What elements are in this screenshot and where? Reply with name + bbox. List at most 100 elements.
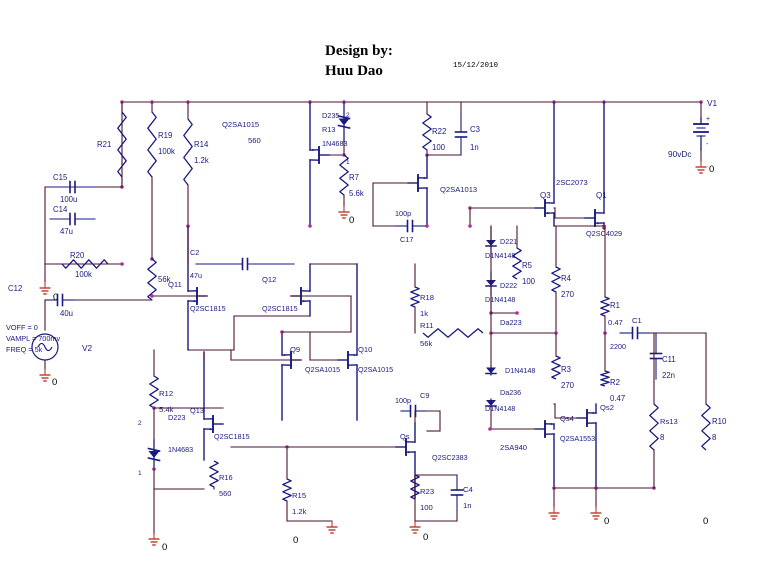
svg-text:D222: D222 (500, 281, 517, 290)
svg-text:D221: D221 (500, 237, 517, 246)
svg-text:R21: R21 (97, 140, 111, 149)
svg-text:Q3: Q3 (540, 191, 551, 200)
svg-text:1n: 1n (470, 143, 479, 152)
svg-text:5.6k: 5.6k (349, 189, 364, 198)
svg-text:R4: R4 (561, 274, 572, 283)
svg-text:R16: R16 (219, 473, 233, 482)
svg-text:Rs13: Rs13 (660, 417, 678, 426)
svg-text:VOFF = 0: VOFF = 0 (6, 323, 38, 332)
svg-text:R19: R19 (158, 131, 172, 140)
svg-text:R20: R20 (70, 251, 85, 260)
svg-text:D1N4148: D1N4148 (485, 251, 515, 260)
svg-text:22n: 22n (662, 371, 675, 380)
svg-text:15/12/2010: 15/12/2010 (453, 62, 499, 70)
svg-text:100p: 100p (395, 396, 411, 405)
svg-text:100k: 100k (75, 270, 92, 279)
svg-text:C9: C9 (420, 391, 429, 400)
svg-text:FREQ = 5k: FREQ = 5k (6, 345, 43, 354)
svg-text:2: 2 (346, 112, 350, 119)
svg-text:1N4683: 1N4683 (168, 445, 193, 454)
svg-text:V1: V1 (707, 98, 718, 108)
svg-text:1: 1 (138, 470, 142, 477)
svg-text:R14: R14 (194, 140, 209, 149)
svg-text:0: 0 (162, 542, 167, 553)
svg-text:Q1: Q1 (596, 191, 607, 200)
svg-text:0.47: 0.47 (610, 394, 625, 403)
svg-text:0: 0 (604, 516, 609, 527)
svg-text:V2: V2 (82, 343, 93, 353)
svg-text:56k: 56k (420, 339, 432, 348)
svg-text:R10: R10 (712, 417, 727, 426)
svg-text:R22: R22 (432, 127, 446, 136)
svg-text:100: 100 (432, 143, 446, 152)
svg-text:D223: D223 (168, 413, 185, 422)
svg-text:C17: C17 (400, 235, 413, 244)
svg-text:C4: C4 (463, 485, 474, 494)
svg-text:100k: 100k (158, 147, 175, 156)
svg-text:100: 100 (420, 503, 433, 512)
svg-text:Q2SC4029: Q2SC4029 (586, 229, 622, 238)
svg-text:Q13: Q13 (190, 406, 204, 415)
svg-text:R15: R15 (292, 491, 306, 500)
svg-text:0: 0 (709, 164, 714, 175)
svg-text:2SC2073: 2SC2073 (556, 178, 588, 187)
svg-text:2: 2 (138, 420, 142, 427)
svg-text:C14: C14 (53, 205, 68, 214)
svg-text:R13: R13 (322, 125, 335, 134)
svg-text:D1N4148: D1N4148 (505, 366, 535, 375)
svg-text:Da223: Da223 (500, 318, 522, 327)
svg-text:Q2SA1013: Q2SA1013 (440, 185, 477, 194)
svg-text:C1: C1 (632, 316, 642, 325)
svg-text:VAMPL = 700mv: VAMPL = 700mv (6, 334, 60, 343)
svg-text:Design by:: Design by: (325, 43, 393, 59)
svg-text:1.2k: 1.2k (194, 156, 209, 165)
svg-text:Q2SC1815: Q2SC1815 (262, 304, 298, 313)
svg-text:270: 270 (561, 290, 575, 299)
svg-text:D1N4148: D1N4148 (485, 295, 515, 304)
svg-text:100u: 100u (60, 195, 77, 204)
svg-text:Huu Dao: Huu Dao (325, 63, 383, 79)
svg-text:270: 270 (561, 381, 575, 390)
svg-text:1k: 1k (420, 309, 428, 318)
svg-text:Q11: Q11 (168, 280, 182, 289)
svg-text:Q2SC2383: Q2SC2383 (432, 453, 468, 462)
svg-text:0: 0 (349, 215, 354, 226)
svg-text:Q2SC1815: Q2SC1815 (214, 432, 250, 441)
svg-text:+: + (706, 116, 710, 123)
svg-text:1n: 1n (463, 501, 472, 510)
svg-text:R18: R18 (420, 293, 434, 302)
svg-text:0: 0 (423, 532, 428, 543)
svg-text:R11: R11 (420, 321, 433, 330)
svg-text:90vDc: 90vDc (668, 149, 692, 159)
svg-text:47u: 47u (190, 271, 202, 280)
svg-text:100p: 100p (395, 209, 411, 218)
svg-text:C11: C11 (662, 355, 676, 364)
svg-text:Q2SA1015: Q2SA1015 (222, 120, 259, 129)
svg-text:R12: R12 (159, 389, 173, 398)
svg-text:D1N4148: D1N4148 (485, 404, 515, 413)
svg-text:40u: 40u (60, 309, 73, 318)
svg-text:0.47: 0.47 (608, 318, 623, 327)
svg-text:8: 8 (712, 433, 716, 442)
svg-text:2200: 2200 (610, 342, 626, 351)
svg-text:Q2SC1815: Q2SC1815 (190, 304, 226, 313)
svg-text:100: 100 (522, 277, 536, 286)
svg-text:8: 8 (660, 433, 664, 442)
svg-text:C2: C2 (190, 248, 199, 257)
svg-text:C12: C12 (8, 284, 22, 293)
svg-text:Q2SA1015: Q2SA1015 (305, 365, 340, 374)
svg-text:R3: R3 (561, 365, 571, 374)
svg-text:Q2SA1553: Q2SA1553 (560, 434, 595, 443)
svg-text:Q10: Q10 (358, 345, 372, 354)
svg-text:0: 0 (52, 377, 57, 388)
svg-text:560: 560 (219, 489, 231, 498)
svg-text:C3: C3 (470, 125, 480, 134)
svg-text:Q2SA1015: Q2SA1015 (358, 365, 393, 374)
svg-text:R5: R5 (522, 261, 533, 270)
svg-text:0: 0 (703, 516, 708, 527)
svg-text:2SA940: 2SA940 (500, 443, 527, 452)
svg-text:Qs: Qs (400, 432, 410, 441)
svg-text:R7: R7 (349, 173, 359, 182)
svg-text:D235: D235 (322, 111, 339, 120)
svg-text:R23: R23 (420, 487, 434, 496)
